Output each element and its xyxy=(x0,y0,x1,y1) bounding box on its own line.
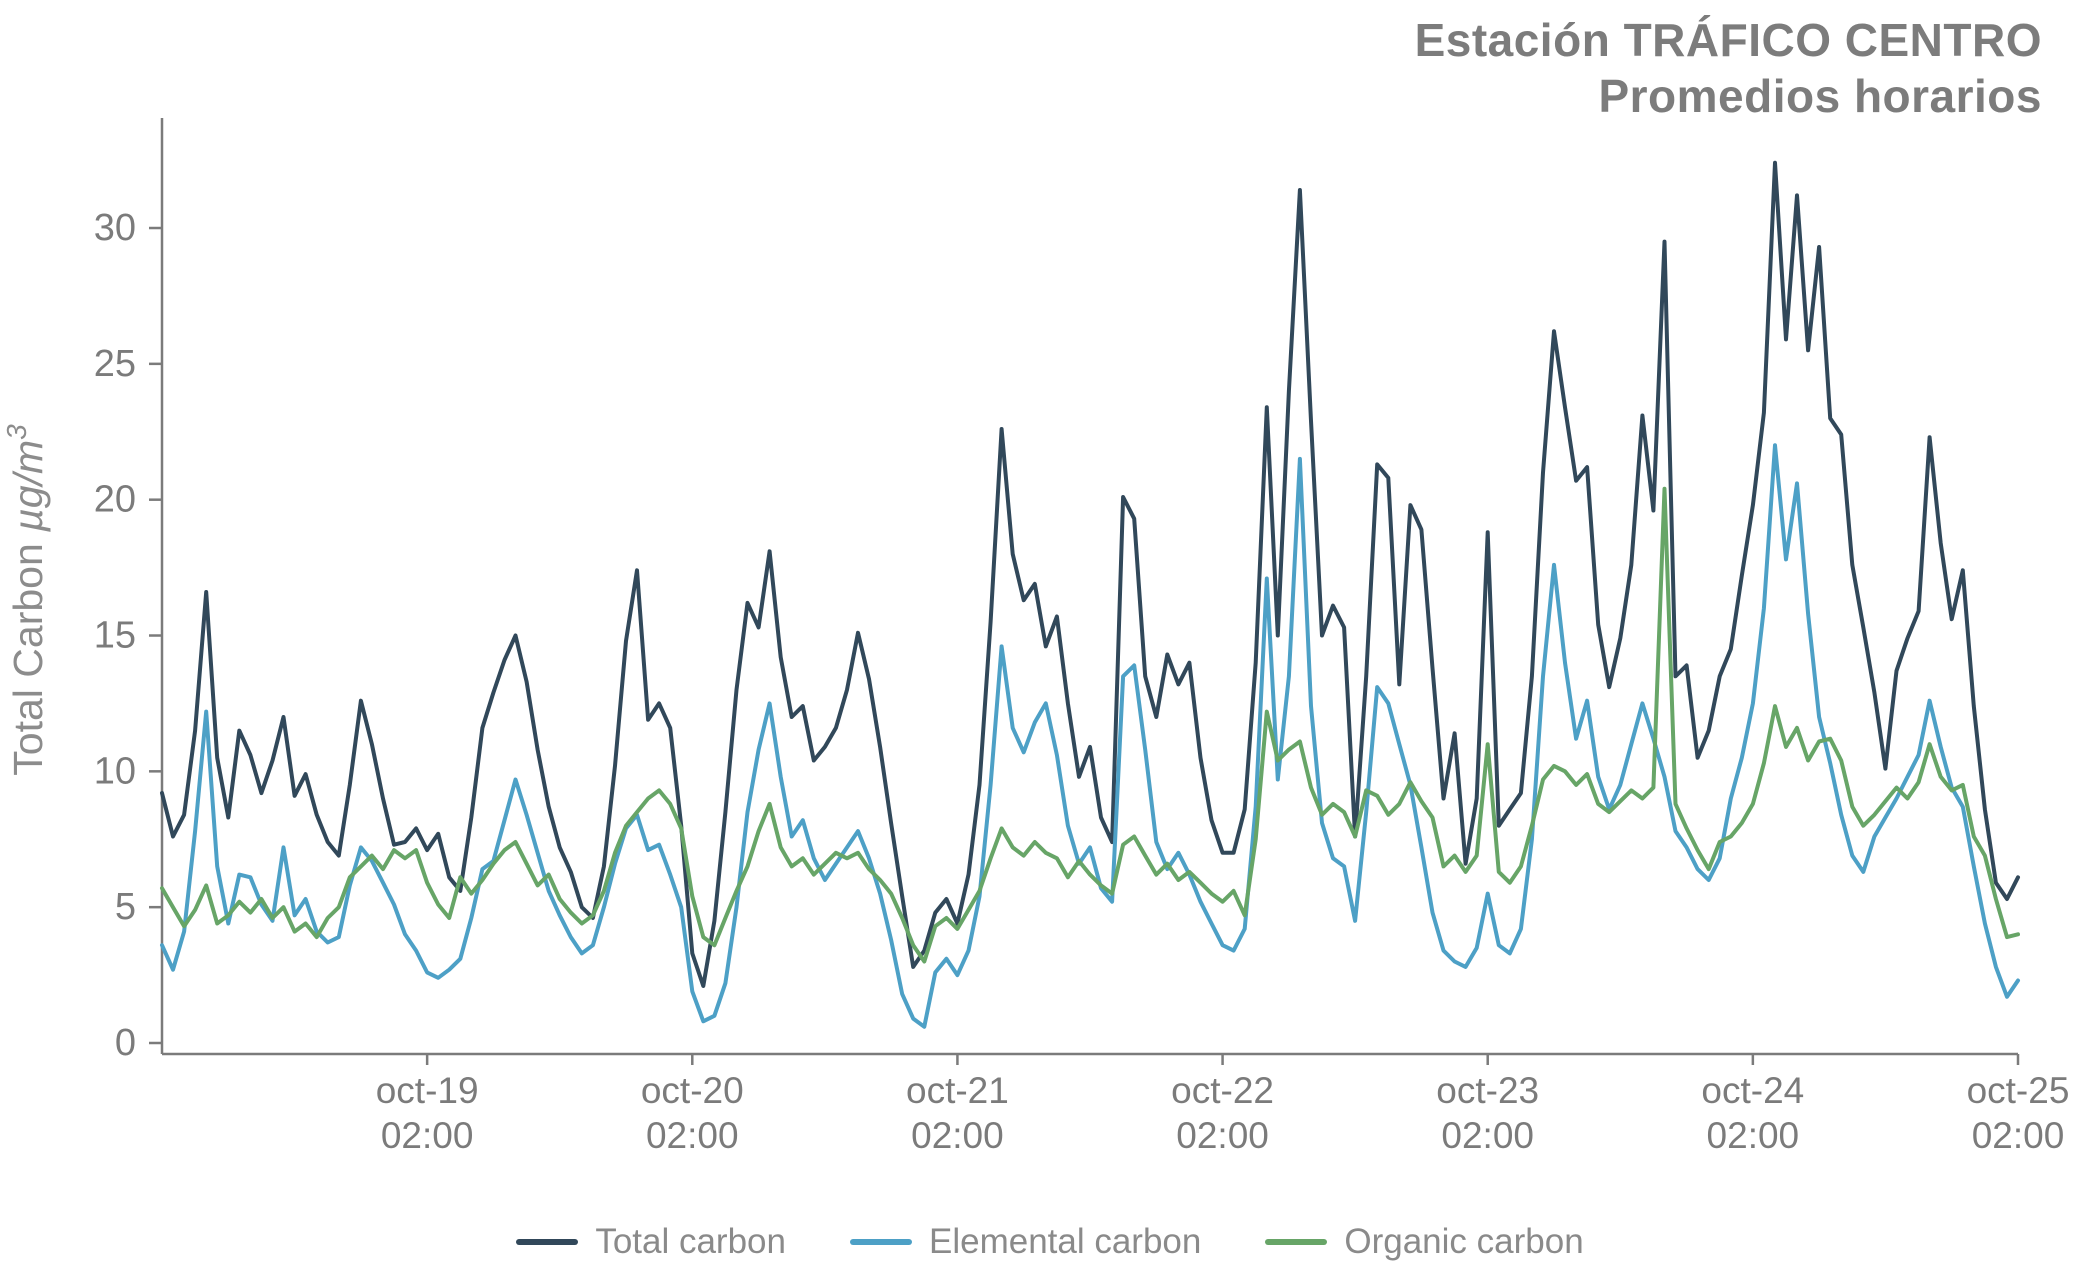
chart-legend: Total carbon Elemental carbon Organic carb… xyxy=(0,1222,2100,1262)
y-tick-label: 5 xyxy=(115,886,136,928)
x-tick-label-time: 02:00 xyxy=(1441,1115,1534,1156)
x-tick-label-date: oct-19 xyxy=(376,1070,479,1111)
chart-subtitle: Promedios horarios xyxy=(1598,70,2042,123)
y-tick-label: 20 xyxy=(94,479,136,521)
y-tick-label: 15 xyxy=(94,615,136,657)
legend-label: Total carbon xyxy=(595,1222,786,1261)
x-tick-label-date: oct-24 xyxy=(1701,1070,1804,1111)
x-tick-label-time: 02:00 xyxy=(646,1115,739,1156)
x-tick-label-time: 02:00 xyxy=(381,1115,474,1156)
legend-swatch xyxy=(1265,1239,1328,1245)
legend-label: Organic carbon xyxy=(1344,1222,1584,1261)
legend-swatch xyxy=(516,1239,579,1245)
y-tick-label: 0 xyxy=(115,1022,136,1064)
legend-item-organic-carbon: Organic carbon xyxy=(1265,1222,1584,1262)
chart-title: Estación TRÁFICO CENTRO xyxy=(1414,14,2042,66)
x-tick-label-time: 02:00 xyxy=(1707,1115,1800,1156)
legend-item-elemental-carbon: Elemental carbon xyxy=(849,1222,1202,1262)
series-line-elemental-carbon xyxy=(160,443,2020,1029)
x-tick-label-time: 02:00 xyxy=(911,1115,1004,1156)
x-tick-label-date: oct-25 xyxy=(1967,1070,2070,1111)
series-line-total-carbon xyxy=(160,160,2020,988)
y-tick-label: 25 xyxy=(94,343,136,385)
x-tick-label-date: oct-22 xyxy=(1171,1070,1274,1111)
x-tick-label-date: oct-21 xyxy=(906,1070,1009,1111)
legend-swatch xyxy=(849,1239,912,1245)
y-tick-label: 30 xyxy=(94,207,136,249)
legend-item-total-carbon: Total carbon xyxy=(516,1222,786,1262)
x-tick-label-time: 02:00 xyxy=(1176,1115,1269,1156)
y-tick-label: 10 xyxy=(94,750,136,792)
legend-label: Elemental carbon xyxy=(928,1222,1202,1261)
x-tick-label-date: oct-20 xyxy=(641,1070,744,1111)
x-tick-label-time: 02:00 xyxy=(1972,1115,2065,1156)
y-axis-title: Total Carbon µg/m3 xyxy=(1,424,51,776)
chart-title-block: Estación TRÁFICO CENTRO Promedios horari… xyxy=(1415,12,2042,124)
x-tick-label-date: oct-23 xyxy=(1436,1070,1539,1111)
series-line-organic-carbon xyxy=(160,486,2020,964)
